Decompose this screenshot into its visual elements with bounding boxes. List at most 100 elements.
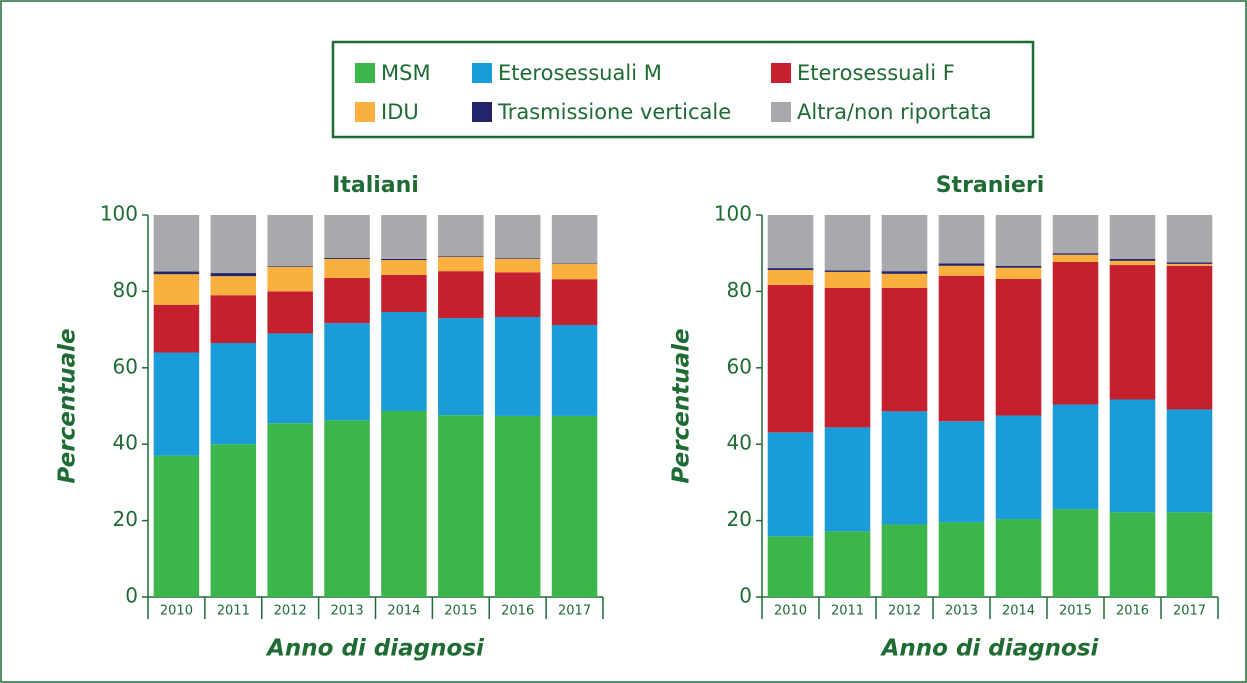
bar-segment: [881, 215, 928, 272]
y-tick-label: 0: [125, 584, 138, 608]
bar-segment: [494, 272, 541, 317]
bar-segment: [1109, 399, 1156, 513]
bar-segment: [995, 215, 1042, 266]
bar-segment: [153, 304, 200, 353]
bar-segment: [324, 420, 370, 597]
bar-segment: [210, 273, 257, 277]
bar-segment: [267, 266, 313, 267]
x-tick-label: 2011: [217, 604, 250, 619]
bar-segment: [938, 421, 985, 523]
bar-segment: [1109, 512, 1156, 597]
bar-segment: [381, 260, 427, 275]
bar-segment: [824, 215, 871, 271]
bar-segment: [1166, 512, 1213, 597]
y-tick-label: 80: [727, 278, 752, 302]
x-tick-label: 2013: [331, 604, 364, 619]
bar-segment: [767, 432, 814, 537]
bar-segment: [381, 258, 427, 261]
bar-segment: [1052, 261, 1099, 405]
y-tick-label: 80: [113, 278, 138, 302]
bar-segment: [551, 215, 598, 264]
x-tick-label: 2015: [1059, 604, 1092, 619]
bar-segment: [995, 267, 1042, 279]
bar-segment: [995, 519, 1042, 597]
y-tick-label: 100: [100, 202, 138, 226]
bar-segment: [995, 415, 1042, 520]
bar-segment: [824, 427, 871, 532]
x-tick-label: 2010: [774, 604, 807, 619]
bar-segment: [1166, 263, 1213, 266]
y-axis-label: Percentuale: [55, 328, 81, 483]
legend-label: Eterosessuali F: [797, 61, 955, 85]
y-axis-label: Percentuale: [669, 328, 695, 483]
bar-segment: [267, 291, 313, 334]
legend-label: MSM: [381, 61, 431, 85]
bar-segment: [881, 287, 928, 412]
bar-segment: [767, 270, 814, 285]
bar-segment: [1166, 409, 1213, 513]
bar-segment: [767, 536, 814, 597]
bar-segment: [324, 215, 370, 258]
x-tick-label: 2014: [387, 604, 420, 619]
x-tick-label: 2017: [1173, 604, 1206, 619]
bar-segment: [1109, 215, 1156, 259]
bar-segment: [1109, 265, 1156, 400]
bar-segment: [1052, 404, 1099, 510]
legend-label: Altra/non riportata: [797, 100, 992, 124]
y-tick-label: 100: [714, 202, 752, 226]
bar-segment: [153, 215, 200, 272]
y-tick-label: 40: [727, 431, 752, 455]
bar-segment: [824, 271, 871, 288]
bar-segment: [438, 271, 484, 319]
bar-segment: [1052, 509, 1099, 597]
bar-segment: [1052, 254, 1099, 262]
bar-segment: [881, 271, 928, 274]
bar-segment: [153, 455, 200, 597]
x-tick-label: 2017: [558, 604, 591, 619]
bar-segment: [938, 215, 985, 264]
bar-segment: [1109, 260, 1156, 266]
bar-segment: [153, 271, 200, 275]
y-tick-label: 0: [739, 584, 752, 608]
bar-segment: [438, 215, 484, 257]
x-axis-label: Anno di diagnosi: [265, 636, 485, 662]
legend-swatch: [355, 102, 375, 122]
bar-segment: [210, 295, 257, 343]
bar-segment: [324, 323, 370, 421]
bar-segment: [551, 279, 598, 326]
x-tick-label: 2016: [1116, 604, 1149, 619]
x-tick-label: 2012: [888, 604, 921, 619]
bar-segment: [494, 258, 541, 273]
legend-box: [331, 40, 1035, 139]
bar-segment: [881, 524, 928, 597]
bar-segment: [153, 352, 200, 456]
chart-title: Italiani: [332, 173, 419, 198]
bar-segment: [995, 265, 1042, 268]
bar-segment: [551, 415, 598, 597]
bar-segment: [210, 444, 257, 597]
bar-segment: [824, 531, 871, 597]
legend-swatch: [472, 63, 492, 83]
bar-segment: [1052, 215, 1099, 254]
bar-segment: [551, 325, 598, 416]
bar-segment: [267, 266, 313, 292]
x-tick-label: 2011: [831, 604, 864, 619]
bar-segment: [824, 287, 871, 428]
y-tick-label: 40: [113, 431, 138, 455]
bar-segment: [995, 278, 1042, 416]
y-tick-label: 60: [113, 354, 138, 378]
x-tick-label: 2014: [1002, 604, 1035, 619]
legend-swatch: [472, 102, 492, 122]
bar-segment: [881, 273, 928, 288]
bar-segment: [438, 256, 484, 258]
legend-swatch: [771, 102, 791, 122]
bar-segment: [267, 215, 313, 267]
bar-segment: [494, 215, 541, 259]
bar-segment: [438, 318, 484, 416]
bar-segment: [881, 411, 928, 525]
bar-segment: [324, 257, 370, 259]
y-tick-label: 60: [727, 354, 752, 378]
bar-segment: [1166, 262, 1213, 264]
bar-segment: [494, 415, 541, 597]
